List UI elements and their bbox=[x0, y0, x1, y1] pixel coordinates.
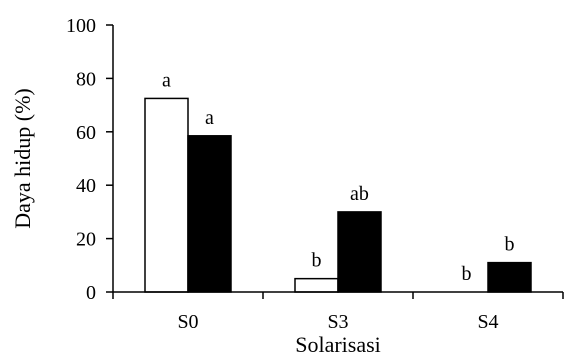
data-label: a bbox=[162, 69, 171, 91]
bars bbox=[144, 97, 532, 293]
bar bbox=[487, 261, 532, 293]
y-tick-label: 20 bbox=[76, 229, 96, 251]
bar bbox=[294, 277, 339, 293]
data-label: b bbox=[462, 263, 472, 285]
y-tick-label: 40 bbox=[76, 175, 96, 197]
x-tick-label: S0 bbox=[177, 311, 198, 333]
data-label: b bbox=[312, 250, 322, 272]
y-tick-label: 80 bbox=[76, 68, 96, 90]
bar bbox=[337, 211, 382, 293]
data-label: a bbox=[205, 107, 214, 129]
bar bbox=[144, 97, 189, 293]
y-tick-label: 100 bbox=[66, 15, 96, 37]
y-axis-title: Daya hidup (%) bbox=[10, 88, 35, 229]
data-label: ab bbox=[350, 183, 369, 205]
y-tick-label: 0 bbox=[86, 282, 96, 304]
x-tick-label: S3 bbox=[327, 311, 348, 333]
x-axis: S0 S3 S4 bbox=[112, 292, 564, 333]
y-axis: 0 20 40 60 80 100 bbox=[66, 15, 113, 304]
x-tick-label: S4 bbox=[477, 311, 498, 333]
x-axis-title: Solarisasi bbox=[295, 332, 381, 356]
data-label: b bbox=[505, 234, 515, 256]
bar bbox=[187, 135, 232, 293]
y-tick-label: 60 bbox=[76, 122, 96, 144]
